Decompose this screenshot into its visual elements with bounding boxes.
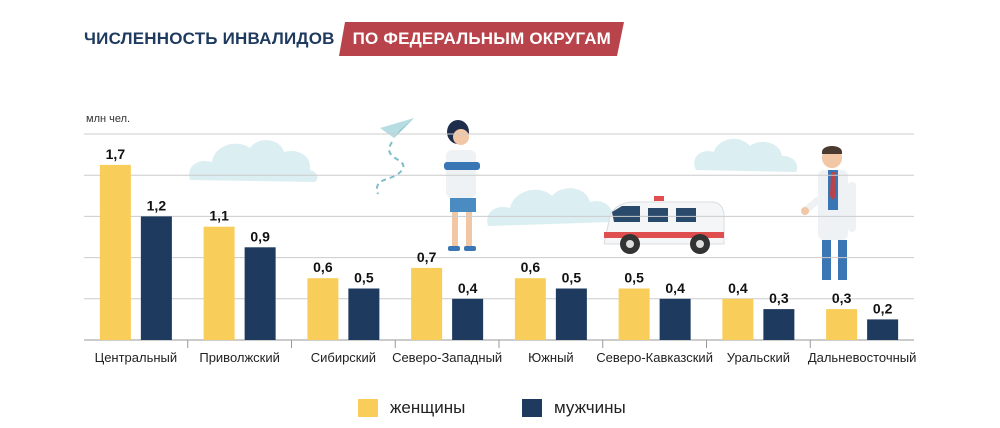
- data-label: 0,3: [832, 290, 852, 306]
- data-label: 0,5: [562, 270, 582, 286]
- bar-men: [348, 288, 380, 340]
- category-label: Уральский: [727, 350, 790, 365]
- legend: женщины мужчины: [0, 392, 1000, 422]
- data-label: 0,5: [624, 270, 644, 286]
- bar-women: [411, 267, 443, 340]
- subtitle-tag-background: [338, 22, 624, 56]
- bar-women: [826, 309, 858, 340]
- cloud-icon: [694, 138, 798, 172]
- legend-item-men: мужчины: [522, 398, 626, 418]
- category-label: Центральный: [95, 350, 178, 365]
- category-label: Южный: [528, 350, 574, 365]
- doctor-illustration: [801, 146, 856, 280]
- bar-men: [452, 298, 484, 340]
- bar-women: [618, 288, 650, 340]
- chart-subtitle-tag: ПО ФЕДЕРАЛЬНЫМ ОКРУГАМ: [338, 22, 624, 56]
- category-label: Северо-Западный: [392, 350, 502, 365]
- data-label: 0,3: [769, 290, 789, 306]
- bar-men: [140, 216, 172, 340]
- category-label: Северо-Кавказский: [596, 350, 713, 365]
- y-axis-unit-label: млн чел.: [86, 113, 130, 125]
- bar-women: [514, 278, 546, 340]
- illustrations-layer: [189, 118, 856, 280]
- chart-header: ЧИСЛЕННОСТЬ ИНВАЛИДОВ ПО ФЕДЕРАЛЬНЫМ ОКР…: [84, 22, 624, 56]
- chart-subtitle: ПО ФЕДЕРАЛЬНЫМ ОКРУГАМ: [352, 29, 612, 48]
- nurse-illustration: [444, 120, 480, 251]
- data-label: 0,6: [313, 259, 333, 275]
- cloud-icon: [189, 140, 318, 182]
- bar-men: [659, 298, 691, 340]
- ambulance-illustration: [603, 196, 725, 254]
- bar-women: [307, 278, 339, 340]
- paper-plane-icon: [375, 118, 414, 195]
- bar-women: [203, 226, 235, 340]
- chart-title: ЧИСЛЕННОСТЬ ИНВАЛИДОВ: [84, 29, 335, 48]
- data-label: 0,7: [417, 249, 437, 265]
- bar-men: [763, 309, 795, 340]
- category-label: Сибирский: [311, 350, 376, 365]
- data-label: 0,4: [665, 280, 685, 296]
- data-label: 1,1: [209, 208, 229, 224]
- legend-label: женщины: [390, 398, 466, 417]
- legend-swatch: [358, 399, 378, 417]
- category-label: Дальневосточный: [808, 350, 917, 365]
- legend-swatch: [522, 399, 542, 417]
- grid-layer: [84, 133, 914, 348]
- legend-label: мужчины: [554, 398, 626, 417]
- data-label: 0,4: [728, 280, 748, 296]
- category-label: Приволжский: [199, 350, 280, 365]
- cloud-icon: [487, 188, 613, 226]
- data-label: 0,5: [354, 270, 374, 286]
- legend-item-women: женщины: [358, 398, 465, 418]
- data-label: 0,6: [521, 259, 541, 275]
- labels-layer: 1,7 1,2 Центральный 1,1 0,9 Приволжский 0,6 0,5…: [95, 146, 917, 365]
- bars-layer: [99, 164, 899, 340]
- bar-men: [867, 319, 899, 340]
- bar-men: [555, 288, 587, 340]
- data-label: 0,4: [458, 280, 478, 296]
- bar-women: [722, 298, 754, 340]
- data-label: 1,2: [147, 197, 167, 213]
- data-label: 0,2: [873, 300, 893, 316]
- data-label: 0,9: [250, 228, 270, 244]
- bar-women: [99, 164, 131, 340]
- data-label: 1,7: [106, 146, 126, 162]
- bar-men: [244, 247, 276, 340]
